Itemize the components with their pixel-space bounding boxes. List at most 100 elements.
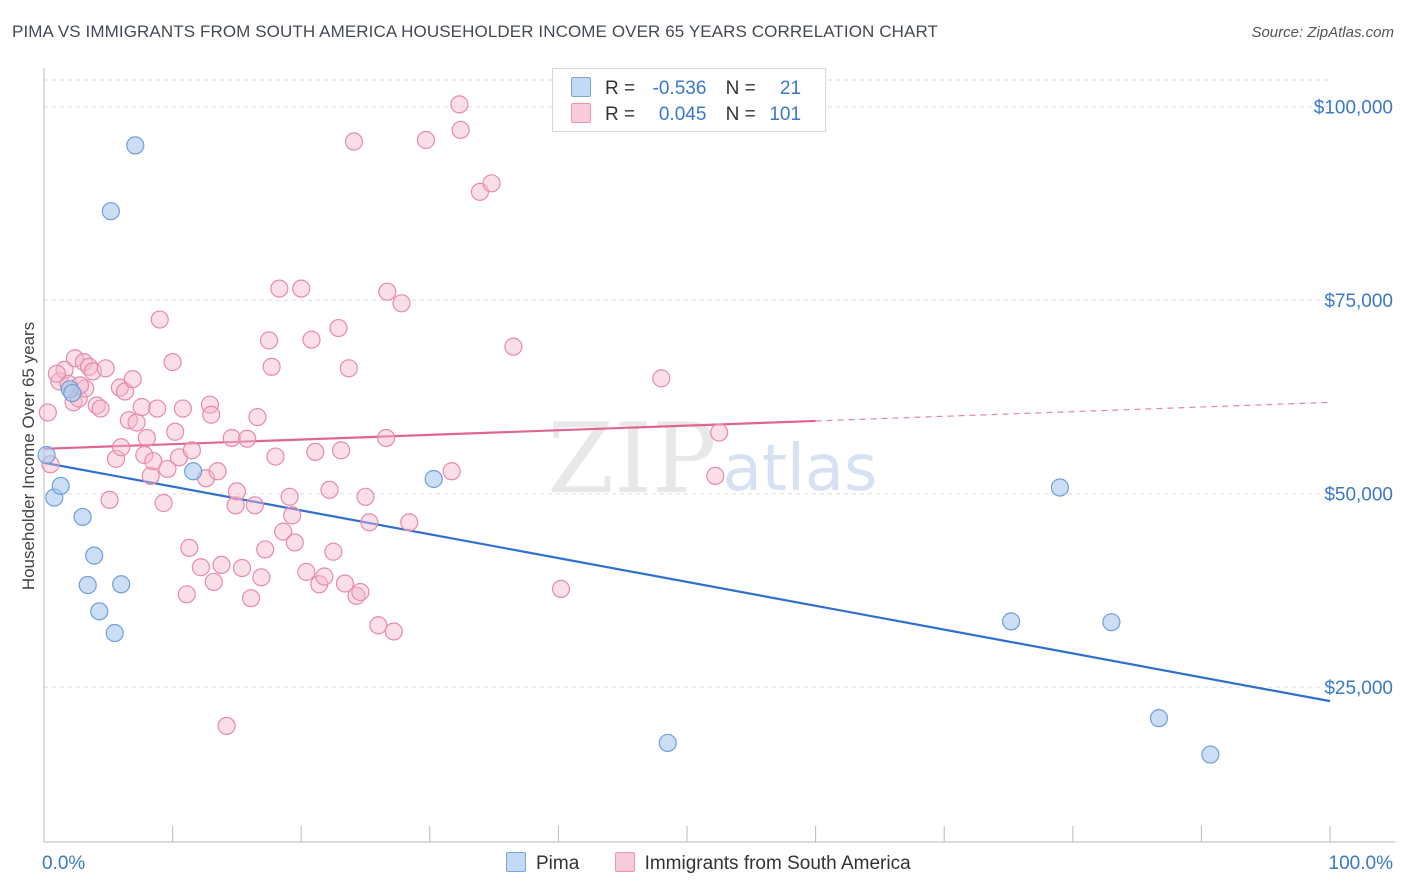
immigrants-point — [238, 429, 257, 448]
immigrants-point — [331, 441, 351, 460]
y-axis-label: Householder Income Over 65 years — [19, 322, 38, 590]
immigrants-point — [241, 589, 261, 608]
immigrants-point — [292, 279, 311, 298]
immigrants-point — [177, 585, 196, 604]
immigrants-point — [256, 540, 275, 559]
pima-point — [85, 546, 104, 565]
immigrants-point — [551, 579, 571, 599]
pima-n-value: 21 — [779, 78, 802, 99]
immigrants-point — [369, 616, 388, 635]
immigrants-point — [163, 353, 182, 372]
pima-point — [1001, 612, 1021, 631]
immigrants-point — [285, 533, 304, 552]
immigrants-point — [217, 716, 236, 736]
immigrants-point — [245, 496, 265, 515]
immigrants-point — [259, 331, 279, 350]
watermark-zip: ZIP — [547, 403, 716, 515]
immigrants-point — [652, 369, 671, 388]
stats-legend: R = -0.536 N = 21 R = 0.045 N = 101 — [552, 68, 826, 132]
immigrants-point — [376, 428, 396, 448]
immigrants-n-value: 101 — [769, 104, 802, 125]
pima-n-label: N = — [725, 78, 756, 99]
data-points — [37, 95, 1220, 764]
pima-point — [424, 469, 443, 489]
immigrants-point — [274, 522, 293, 541]
pima-point — [1201, 745, 1220, 764]
immigrants-point — [252, 568, 271, 587]
pima-point — [112, 575, 131, 594]
pima-point — [73, 507, 92, 527]
pima-point — [63, 383, 82, 403]
y-tick-label: $100,000 — [1314, 98, 1393, 119]
immigrants-point — [306, 442, 325, 462]
watermark-atlas: atlas — [723, 432, 878, 506]
immigrants-r-value: 0.045 — [658, 104, 707, 125]
immigrants-point — [384, 622, 403, 641]
immigrants-point — [204, 572, 223, 592]
immigrants-point — [416, 130, 436, 150]
immigrants-point — [202, 405, 221, 424]
series-legend: Pima Immigrants from South America — [506, 852, 911, 875]
immigrants-point — [232, 558, 252, 578]
immigrants-point — [335, 574, 355, 593]
y-tick-label: $50,000 — [1324, 485, 1393, 506]
pima-point — [126, 136, 145, 155]
immigrants-point — [212, 555, 231, 575]
trend-lines — [43, 401, 1331, 703]
legend-immigrants-swatch — [614, 852, 635, 872]
immigrants-point — [270, 279, 289, 298]
immigrants-point — [356, 487, 375, 506]
immigrants-point — [706, 466, 725, 485]
immigrants-point — [344, 132, 364, 151]
pima-point — [658, 733, 677, 753]
immigrants-point — [283, 506, 302, 525]
immigrants-point — [137, 428, 156, 448]
pima-point — [78, 575, 97, 595]
pima-point — [1102, 613, 1121, 632]
pima-trend-line — [43, 461, 1331, 703]
immigrants-point — [112, 438, 131, 457]
immigrants-point — [123, 370, 142, 389]
immigrants-point — [38, 403, 57, 422]
immigrants-point — [226, 496, 245, 515]
immigrants-r-label: R = — [605, 104, 636, 125]
immigrants-point — [248, 407, 267, 427]
immigrants-point — [450, 95, 469, 114]
immigrants-point — [173, 399, 192, 418]
immigrants-point — [392, 294, 411, 313]
immigrants-point — [132, 397, 151, 417]
gridlines — [44, 79, 1330, 688]
immigrants-point — [106, 449, 126, 468]
immigrants-point — [297, 562, 316, 581]
immigrants-point — [442, 462, 461, 481]
immigrants-point — [302, 330, 321, 349]
immigrants-point — [360, 513, 379, 532]
legend-row-pima: R = -0.536 N = 21 — [571, 77, 801, 99]
immigrants-point — [180, 538, 199, 557]
immigrants-point — [378, 282, 397, 301]
immigrants-point — [208, 462, 227, 481]
pima-r-value: -0.536 — [652, 78, 707, 99]
immigrants-point — [400, 513, 419, 532]
immigrants-point — [329, 318, 348, 338]
immigrants-point — [222, 428, 241, 448]
immigrants-point — [65, 349, 84, 368]
immigrants-point — [504, 337, 523, 356]
immigrants-point — [315, 567, 334, 586]
legend-immigrants-label: Immigrants from South America — [644, 853, 911, 874]
axis-labels: $25,000 $50,000 $75,000 $100,000 0.0% 100.0% — [42, 98, 1393, 874]
x-tick-label-min: 0.0% — [42, 853, 85, 874]
immigrants-point — [91, 399, 110, 418]
pima-point — [51, 476, 70, 496]
immigrants-point — [182, 441, 201, 460]
immigrants-point — [154, 493, 173, 513]
immigrants-point — [262, 357, 281, 376]
pima-point — [184, 462, 203, 481]
immigrants-point — [320, 480, 339, 499]
pima-point — [101, 202, 120, 221]
pima-swatch — [571, 77, 591, 97]
immigrants-swatch — [571, 103, 591, 123]
pima-point — [1050, 478, 1070, 497]
immigrants-point — [266, 447, 285, 466]
immigrants-point — [96, 359, 115, 378]
